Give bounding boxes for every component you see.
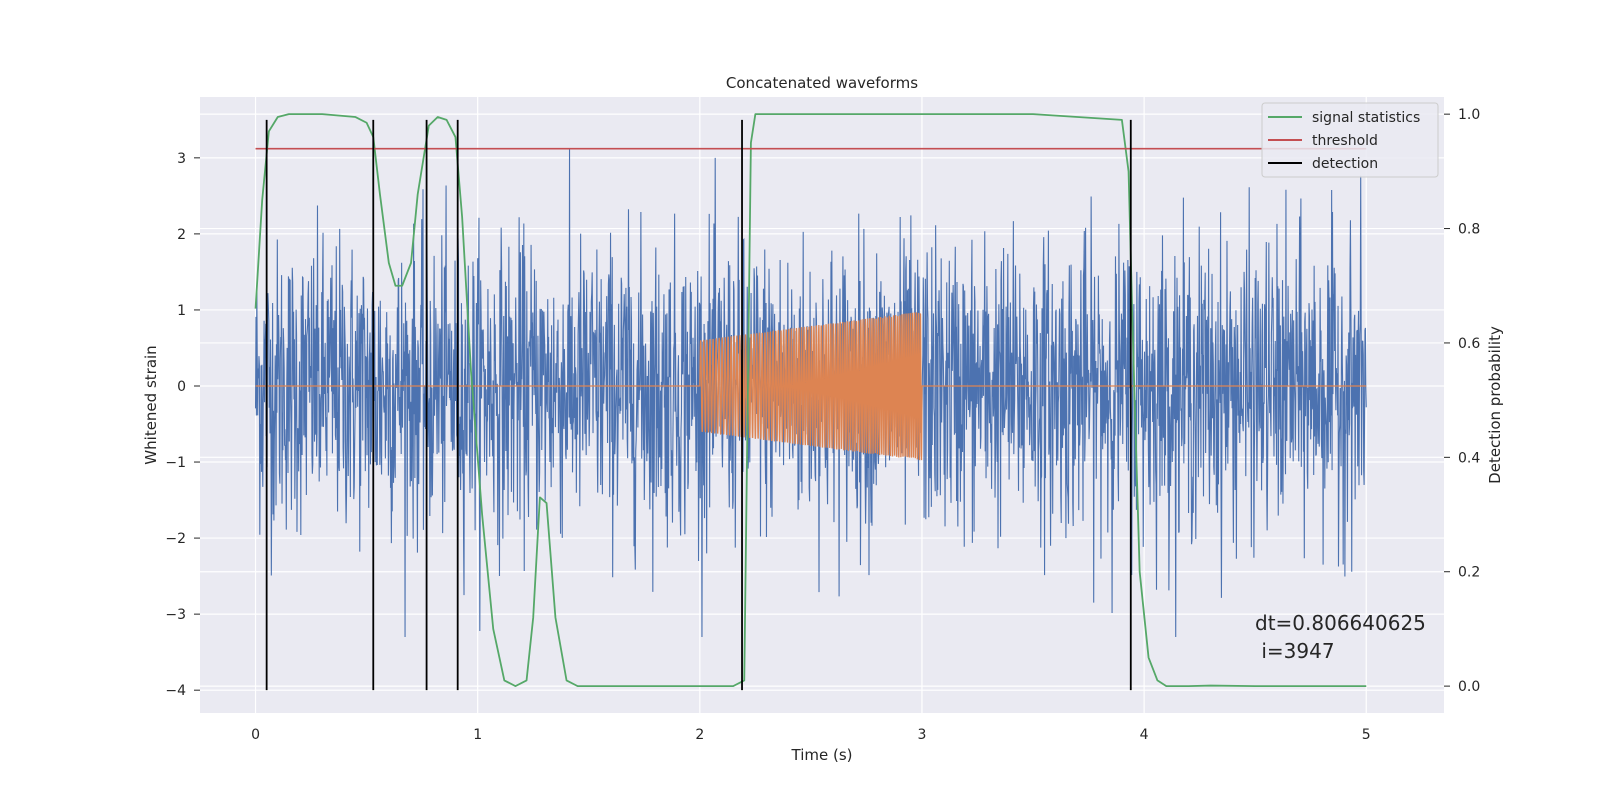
legend-label-signal-statistics: signal statistics <box>1312 110 1420 126</box>
x-tick-label: 2 <box>695 727 704 743</box>
x-axis-label: Time (s) <box>791 746 853 764</box>
y-left-tick-label: −4 <box>165 683 186 699</box>
ticks: 0 1 2 3 4 5 −4 −3 −2 −1 0 1 2 3 0.0 0.2 0.4 0.6 0.8 1.0 <box>165 107 1480 743</box>
y-left-tick-label: 1 <box>177 303 186 319</box>
x-tick-label: 0 <box>251 727 260 743</box>
y-axis-left-label: Whitened strain <box>142 345 160 464</box>
y-right-tick-label: 0.2 <box>1458 565 1480 581</box>
series-layer <box>254 113 1367 691</box>
legend-label-detection: detection <box>1312 156 1378 172</box>
y-right-tick-label: 0.4 <box>1458 450 1480 466</box>
y-left-tick-label: −3 <box>165 607 186 623</box>
legend-label-threshold: threshold <box>1312 133 1378 149</box>
x-tick-label: 3 <box>918 727 927 743</box>
x-tick-label: 4 <box>1140 727 1149 743</box>
y-left-tick-label: 3 <box>177 151 186 167</box>
y-right-tick-label: 0.8 <box>1458 222 1480 238</box>
y-axis-right-label: Detection probability <box>1486 326 1504 484</box>
annotation-dt: dt=0.806640625 <box>1255 611 1426 635</box>
x-tick-label: 1 <box>473 727 482 743</box>
y-left-tick-label: −1 <box>165 455 186 471</box>
annotation: dt=0.806640625 i=3947 <box>1255 611 1426 663</box>
x-tick-label: 5 <box>1362 727 1371 743</box>
chirp-series-line <box>255 312 1367 461</box>
chart-title: Concatenated waveforms <box>726 74 918 92</box>
annotation-i: i=3947 <box>1255 639 1335 663</box>
y-left-tick-label: −2 <box>165 531 186 547</box>
y-right-tick-label: 0.6 <box>1458 336 1480 352</box>
legend: signal statistics threshold detection <box>1261 102 1439 178</box>
y-left-tick-label: 0 <box>177 379 186 395</box>
y-left-tick-label: 2 <box>177 227 186 243</box>
legend-frame <box>1261 102 1439 178</box>
y-right-tick-label: 1.0 <box>1458 107 1480 123</box>
y-right-tick-label: 0.0 <box>1458 679 1480 695</box>
